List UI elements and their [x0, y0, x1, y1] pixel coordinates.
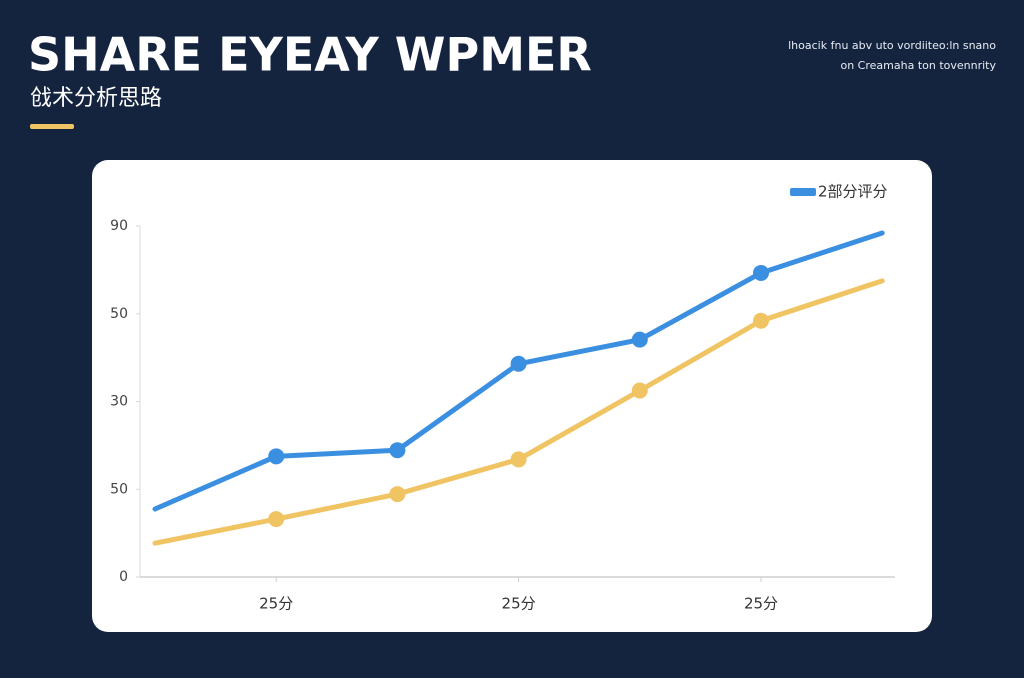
- point-marker: [631, 331, 648, 348]
- accent-bar: [30, 124, 74, 129]
- y-tick-label: 50: [110, 306, 128, 322]
- point-marker: [268, 448, 285, 465]
- y-tick-label: 90: [110, 218, 128, 234]
- point-marker: [753, 264, 769, 281]
- x-tick-label: 25分: [744, 595, 778, 613]
- header-note: on Creamaha ton tovennrity: [840, 59, 996, 72]
- point-marker: [631, 382, 648, 399]
- y-tick-label: 50: [110, 481, 128, 497]
- point-marker: [753, 312, 769, 329]
- header-note: lhoacik fnu abv uto vordiiteo:ln snano: [788, 39, 996, 52]
- x-tick-label: 25分: [502, 595, 536, 613]
- page-title: SHARE EYEAY WPMER: [28, 28, 592, 82]
- y-tick-label: 30: [110, 394, 128, 410]
- x-tick-label: 25分: [259, 595, 293, 613]
- y-tick-label: 0: [119, 569, 128, 585]
- chart-card: [92, 160, 932, 632]
- legend-swatch: [790, 188, 816, 196]
- point-marker: [510, 451, 527, 468]
- point-marker: [389, 442, 406, 459]
- point-marker: [268, 511, 285, 528]
- point-marker: [389, 486, 406, 503]
- point-marker: [510, 355, 527, 372]
- legend-label: 2部分评分: [818, 183, 888, 201]
- page-subtitle: 戗术分析思路: [30, 86, 162, 111]
